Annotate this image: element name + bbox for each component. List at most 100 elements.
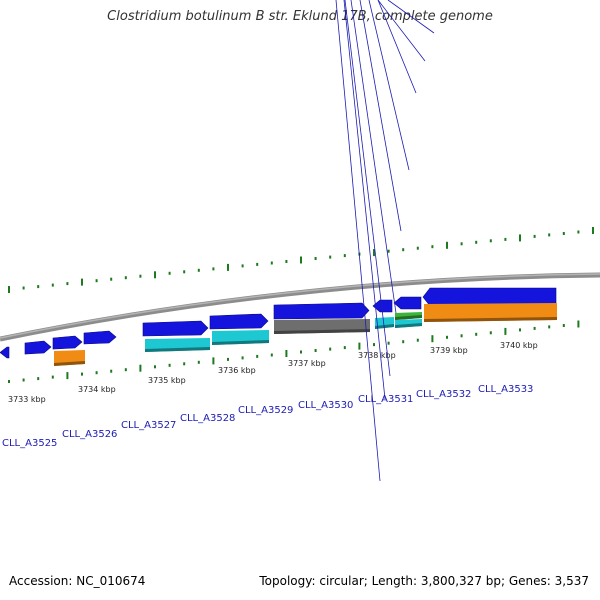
inner-tick [183,362,186,366]
inner-tick [416,338,419,342]
locus-label: CLL_A3527 [121,420,176,431]
feature-block-edge [54,361,85,366]
outer-tick [241,264,244,268]
outer-tick [475,240,478,244]
topology-label: Topology: circular; Length: 3,800,327 bp… [259,574,589,588]
kbp-label: 3736 kbp [218,366,256,375]
kbp-label: 3733 kbp [8,395,46,404]
backbone-highlight [0,273,600,339]
inner-tick [22,378,25,382]
outer-tick [548,233,551,237]
inner-tick [358,342,361,350]
inner-tick [548,325,551,329]
locus-leader-line [359,0,402,232]
inner-tick [519,328,521,332]
locus-leader-line [377,0,426,62]
locus-label: CLL_A3533 [478,384,533,395]
outer-tick [51,283,54,287]
inner-tick [95,371,98,375]
locus-label: CLL_A3530 [298,400,353,411]
inner-tick [373,343,375,347]
outer-tick [489,239,492,243]
forward-gene-arrow [372,299,393,313]
map-title: Clostridium botulinum B str. Eklund 17B,… [107,9,493,24]
outer-tick [139,274,142,278]
accession-label: Accession: NC_010674 [9,574,146,588]
locus-leader-line [344,0,391,377]
outer-tick [343,254,346,258]
locus-leader-line [377,0,417,94]
outer-tick [212,267,215,271]
inner-tick [37,377,40,381]
locus-label: CLL_A3532 [416,389,471,400]
outer-tick [197,268,200,272]
locus-leader-line [387,0,435,34]
feature-block-edge [212,340,269,345]
inner-tick [270,353,273,357]
locus-leader-line [335,0,381,482]
outer-tick [154,271,156,279]
inner-tick [402,340,405,344]
forward-gene-arrow [393,296,422,310]
inner-tick [475,332,478,336]
outer-tick [314,257,317,260]
backbone-arc [0,272,600,342]
inner-tick [8,380,10,383]
outer-tick [168,271,171,275]
feature-block-edge [145,347,210,352]
locus-label: CLL_A3531 [358,394,413,405]
outer-tick [504,237,507,241]
outer-tick [22,286,25,290]
outer-tick [592,227,594,234]
outer-tick [329,255,332,259]
forward-gene-arrow [273,302,370,320]
feature-block-edge [395,323,422,328]
outer-tick [183,270,186,274]
inner-tick [66,372,69,380]
inner-tick [51,375,54,379]
inner-tick [562,324,565,327]
inner-tick [314,349,317,352]
inner-tick [81,372,83,376]
inner-tick [504,327,507,335]
inner-tick [329,347,332,351]
kbp-label: 3739 kbp [430,346,468,355]
kbp-label: 3735 kbp [148,376,186,385]
kbp-label: 3737 kbp [288,359,326,368]
inner-tick [533,326,536,330]
inner-tick [241,356,244,360]
inner-tick [139,364,142,372]
forward-gene-arrow [209,313,269,330]
inner-tick [154,365,156,369]
kbp-label: 3734 kbp [78,385,116,394]
outer-tick [110,277,113,281]
outer-tick [270,261,273,265]
outer-tick [562,232,565,235]
locus-label: CLL_A3526 [62,429,117,440]
feature-block-edge [375,324,394,329]
kbp-label: 3738 kbp [358,351,396,360]
outer-tick [256,262,259,266]
forward-gene-arrow [52,335,83,350]
forward-gene-arrow [0,346,10,359]
inner-tick [124,368,127,372]
outer-tick [446,241,448,249]
locus-label: CLL_A3525 [2,438,57,449]
locus-leader-line [368,0,410,171]
outer-tick [402,248,405,252]
forward-gene-arrow [83,330,117,345]
inner-tick [300,350,302,354]
outer-tick [8,286,10,293]
locus-label: CLL_A3528 [180,413,235,424]
inner-tick [227,357,229,361]
outer-tick [227,263,229,271]
inner-tick [285,350,288,357]
inner-tick [110,369,113,373]
inner-tick [256,354,259,358]
outer-tick [37,285,40,289]
locus-label: CLL_A3529 [238,405,293,416]
outer-tick [66,282,69,286]
inner-tick [431,335,434,343]
outer-tick [285,260,288,263]
